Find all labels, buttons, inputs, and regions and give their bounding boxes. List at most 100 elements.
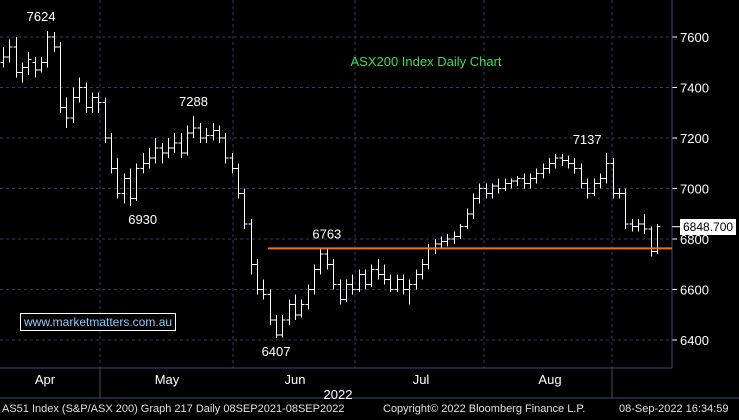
ohlc-bar	[114, 158, 121, 199]
ohlc-bar	[540, 163, 547, 179]
ohlc-bar	[349, 274, 356, 295]
ohlc-bar	[292, 294, 299, 320]
ohlc-bar	[508, 178, 515, 189]
ohlc-bar	[133, 163, 140, 202]
ohlc-bar	[146, 148, 153, 169]
ohlc-bar	[400, 274, 407, 295]
ohlc-bar	[260, 279, 267, 300]
ohlc-bar	[584, 178, 591, 199]
ohlc-bars	[0, 30, 661, 339]
annotation-label: 6763	[312, 226, 341, 241]
ohlc-bar	[641, 213, 648, 234]
footer-copyright: Copyright© 2022 Bloomberg Finance L.P.	[383, 403, 586, 415]
ohlc-bar	[533, 168, 540, 184]
x-tick-label: Jul	[413, 372, 430, 387]
ohlc-bar	[108, 132, 115, 174]
ohlc-bar	[610, 158, 617, 199]
ohlc-bar	[648, 226, 655, 257]
ohlc-bar	[546, 158, 553, 174]
ohlc-bar	[44, 30, 51, 68]
last-price-label: 6848.700	[680, 219, 737, 235]
ohlc-bar	[330, 259, 337, 290]
ohlc-bar	[70, 87, 77, 123]
ohlc-bar	[89, 92, 96, 113]
ohlc-bar	[248, 218, 255, 275]
ohlc-bar	[279, 314, 286, 338]
ohlc-bar	[451, 231, 458, 245]
ohlc-bar	[495, 178, 502, 194]
ohlc-bar	[571, 158, 578, 174]
ohlc-bar	[362, 269, 369, 290]
x-tick-label: Aug	[538, 372, 561, 387]
ohlc-bar	[6, 39, 13, 63]
ohlc-bar	[317, 248, 324, 275]
ohlc-bar	[387, 274, 394, 293]
ohlc-bar	[356, 269, 363, 293]
ohlc-bar	[470, 193, 477, 219]
ohlc-bar	[438, 236, 445, 250]
ohlc-bar	[159, 143, 166, 164]
ohlc-bar	[216, 125, 223, 144]
ohlc-bar	[273, 314, 280, 339]
y-tick-label: 6600	[680, 283, 709, 298]
ohlc-bar	[25, 52, 32, 75]
ohlc-bar	[165, 138, 172, 159]
ohlc-bar	[190, 115, 197, 138]
ohlc-bar	[464, 208, 471, 229]
ohlc-bar	[565, 155, 572, 169]
ohlc-bar	[102, 97, 109, 144]
ohlc-bar	[298, 299, 305, 318]
annotation-label: 6930	[128, 212, 157, 227]
ohlc-bar	[0, 47, 7, 68]
y-tick-label: 7200	[680, 131, 709, 146]
x-tick-label: Apr	[35, 372, 56, 387]
chart-labels: 7600 7400 7200 7000 6800 6600 6400 Apr May Jun Jul…	[27, 9, 709, 387]
x-tick-label: May	[155, 372, 180, 387]
ohlc-bar	[127, 168, 134, 207]
ohlc-bar	[394, 274, 401, 293]
website-watermark: www.marketmatters.com.au	[20, 313, 177, 331]
ohlc-bar	[184, 125, 191, 156]
ohlc-bar	[83, 82, 90, 113]
ohlc-bar	[343, 279, 350, 303]
ohlc-bar	[19, 62, 26, 83]
ohlc-bar	[178, 132, 185, 159]
ohlc-bar	[616, 188, 623, 199]
ohlc-bar	[527, 173, 534, 189]
ohlc-bar	[210, 122, 217, 141]
ohlc-bar	[521, 173, 528, 189]
y-tick-label: 6800	[680, 232, 709, 247]
ohlc-bar	[305, 284, 312, 310]
ohlc-bar	[254, 259, 261, 295]
ohlc-bar	[559, 153, 566, 166]
footer-index-info: AS51 Index (S&P/ASX 200) Graph 217 Daily…	[2, 403, 345, 415]
ohlc-bar	[267, 289, 274, 325]
ohlc-bar	[629, 218, 636, 232]
ohlc-bar	[241, 188, 248, 229]
ohlc-bar	[203, 127, 210, 144]
ohlc-bar	[121, 173, 128, 204]
ohlc-bar	[375, 259, 382, 280]
year-label: 2022	[324, 387, 353, 402]
ohlc-bar	[152, 138, 159, 164]
footer-timestamp: 08-Sep-2022 16:34:59	[619, 403, 729, 415]
ohlc-bar	[95, 92, 102, 113]
ohlc-bar	[229, 153, 236, 174]
annotation-label: 7288	[179, 94, 208, 109]
ohlc-bar	[514, 175, 521, 186]
y-tick-label: 7400	[680, 81, 709, 96]
ohlc-bar	[171, 132, 178, 154]
ohlc-bar	[286, 299, 293, 325]
annotation-label: 6407	[262, 344, 291, 359]
ohlc-bar	[419, 259, 426, 280]
ohlc-bar	[483, 183, 490, 199]
ohlc-bar	[311, 264, 318, 295]
ohlc-bar	[337, 279, 344, 305]
ohlc-bar	[591, 178, 598, 197]
ohlc-bar	[76, 77, 83, 103]
ohlc-bar	[489, 183, 496, 199]
ohlc-bar	[635, 218, 642, 232]
annotation-label: 7624	[27, 9, 56, 24]
ohlc-bar	[444, 233, 451, 247]
